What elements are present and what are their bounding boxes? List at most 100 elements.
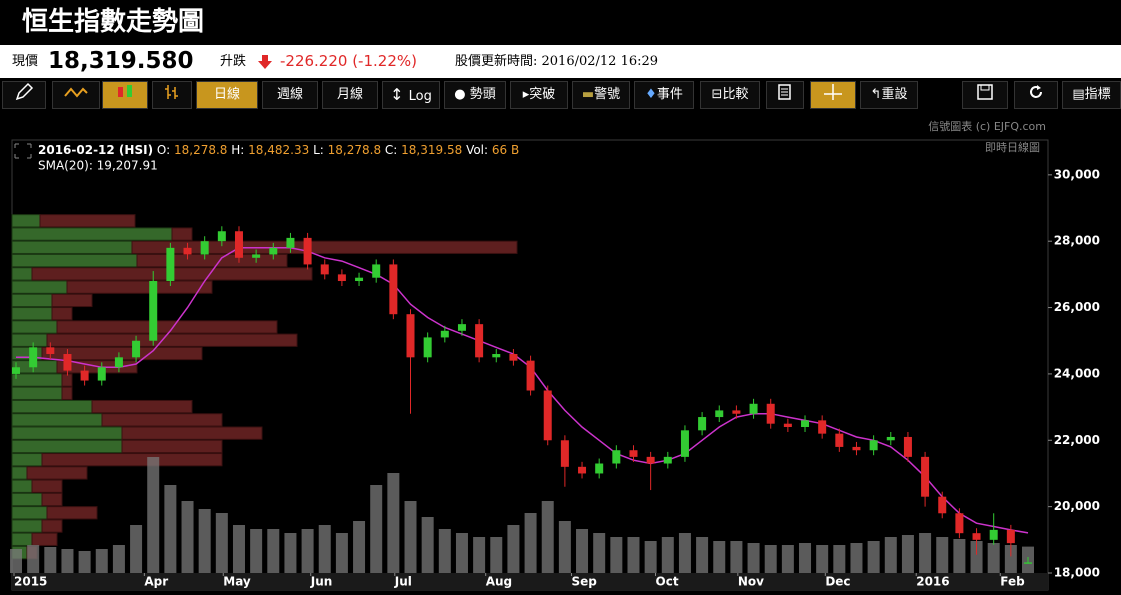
compare-button[interactable]: ⊟比較 — [700, 81, 760, 109]
candle-body — [526, 360, 535, 391]
profile-down-bar — [26, 466, 88, 480]
candle-body — [1024, 562, 1032, 564]
volume-bar — [61, 549, 74, 573]
volume-bar — [816, 545, 829, 573]
legend-date: 2016-02-12 (HSI) — [38, 143, 153, 157]
legend-l: 18,278.8 — [328, 143, 381, 157]
profile-down-bar — [56, 320, 278, 334]
price: 18,319.580 — [48, 48, 194, 74]
profile-up-bar — [11, 399, 93, 414]
profile-down-bar — [31, 532, 58, 546]
daily-button[interactable]: 日線 — [196, 81, 258, 109]
volume-bar — [627, 537, 640, 573]
profile-down-bar — [46, 506, 98, 520]
candle-body — [749, 403, 758, 414]
volume-bar — [610, 537, 623, 573]
line-button[interactable] — [52, 81, 100, 109]
profile-up-bar — [11, 519, 43, 533]
save-button[interactable] — [962, 81, 1008, 109]
profile-up-bar — [11, 492, 43, 507]
volume-bar — [884, 537, 897, 573]
legend-vol-label: Vol: — [466, 143, 488, 157]
profile-down-bar — [66, 280, 213, 294]
volume-bar — [867, 541, 880, 573]
breakout-button[interactable]: ▸突破 — [510, 81, 568, 109]
crosshair-button[interactable] — [810, 81, 856, 109]
candle-body — [972, 533, 981, 540]
profile-up-bar — [11, 386, 63, 400]
expand-icon — [14, 143, 32, 159]
volume-bar — [970, 541, 983, 573]
legend-h-label: H: — [231, 143, 244, 157]
y-tick-label: 28,000 — [1054, 234, 1100, 248]
volume-bar — [696, 537, 709, 573]
candle-body — [663, 456, 672, 464]
profile-down-bar — [51, 293, 93, 308]
volume-bar — [27, 545, 40, 573]
x-tick-label: 2016 — [916, 575, 949, 589]
profile-up-bar — [11, 320, 58, 334]
change-label: 升跌 — [220, 54, 247, 69]
down-arrow — [258, 55, 272, 69]
x-tick-label: 2015 — [14, 575, 47, 589]
volume-bar — [164, 485, 177, 573]
candle-body — [835, 433, 844, 447]
monthly-button[interactable]: 月線 — [322, 81, 378, 109]
volume-bar — [44, 547, 57, 573]
legend-o-label: O: — [157, 143, 170, 157]
volume-bar — [78, 551, 91, 573]
candle-body — [680, 430, 689, 457]
volume-bar — [936, 537, 949, 573]
momentum-label: 勢頭 — [469, 87, 496, 102]
sma-legend: SMA(20): 19,207.91 — [38, 159, 158, 173]
x-tick-label: Sep — [571, 575, 597, 589]
candle-body — [80, 370, 89, 381]
candle-body — [818, 420, 827, 434]
volume-bar — [198, 509, 211, 573]
candle-body — [783, 423, 792, 428]
candle-body — [698, 417, 707, 431]
candle-body — [320, 264, 329, 275]
indicator-label: 指標 — [1084, 87, 1111, 102]
candle-body — [938, 496, 947, 514]
x-tick-label: Aug — [486, 575, 512, 589]
x-tick-label: Dec — [825, 575, 850, 589]
volume-bar — [644, 541, 657, 573]
candle-button[interactable] — [102, 81, 148, 109]
candle-body — [457, 324, 466, 331]
momentum-button[interactable]: ● 勢頭 — [444, 81, 506, 109]
draw-button[interactable] — [2, 81, 46, 109]
event-button[interactable]: ♦事件 — [634, 81, 694, 109]
profile-down-bar — [136, 253, 288, 268]
alert-button[interactable]: ▬警號 — [572, 81, 630, 109]
volume-bar — [301, 529, 314, 573]
volume-bar — [232, 525, 245, 573]
profile-up-bar — [11, 293, 53, 308]
candle-body — [1006, 529, 1015, 544]
profile-down-bar — [41, 453, 223, 467]
reset-button[interactable]: ↰重設 — [860, 81, 918, 109]
profile-up-bar — [11, 453, 43, 467]
candle-body — [200, 241, 209, 255]
candle-body — [234, 231, 243, 258]
profile-up-bar — [11, 240, 133, 254]
x-tick-label: Jun — [310, 575, 333, 589]
profile-up-bar — [11, 267, 33, 281]
price-label: 現價 — [12, 54, 39, 69]
candle-body — [440, 330, 449, 338]
weekly-button[interactable]: 週線 — [262, 81, 318, 109]
notes-button[interactable] — [766, 81, 804, 109]
profile-down-bar — [31, 479, 63, 493]
volume-bar — [507, 525, 520, 573]
indicator-button[interactable]: ▤指標 — [1062, 81, 1121, 109]
refresh-button[interactable] — [1014, 81, 1058, 109]
ohlc-legend: 2016-02-12 (HSI) O: 18,278.8 H: 18,482.3… — [38, 143, 519, 157]
log-button[interactable]: ↕ Log — [382, 81, 440, 109]
volume-bar — [147, 457, 160, 573]
volume-bar — [541, 501, 554, 573]
profile-up-bar — [11, 280, 68, 294]
candle-body — [578, 466, 587, 474]
volume-bar — [850, 543, 863, 573]
ohlc-button[interactable] — [152, 81, 192, 109]
volume-bar — [404, 501, 417, 573]
